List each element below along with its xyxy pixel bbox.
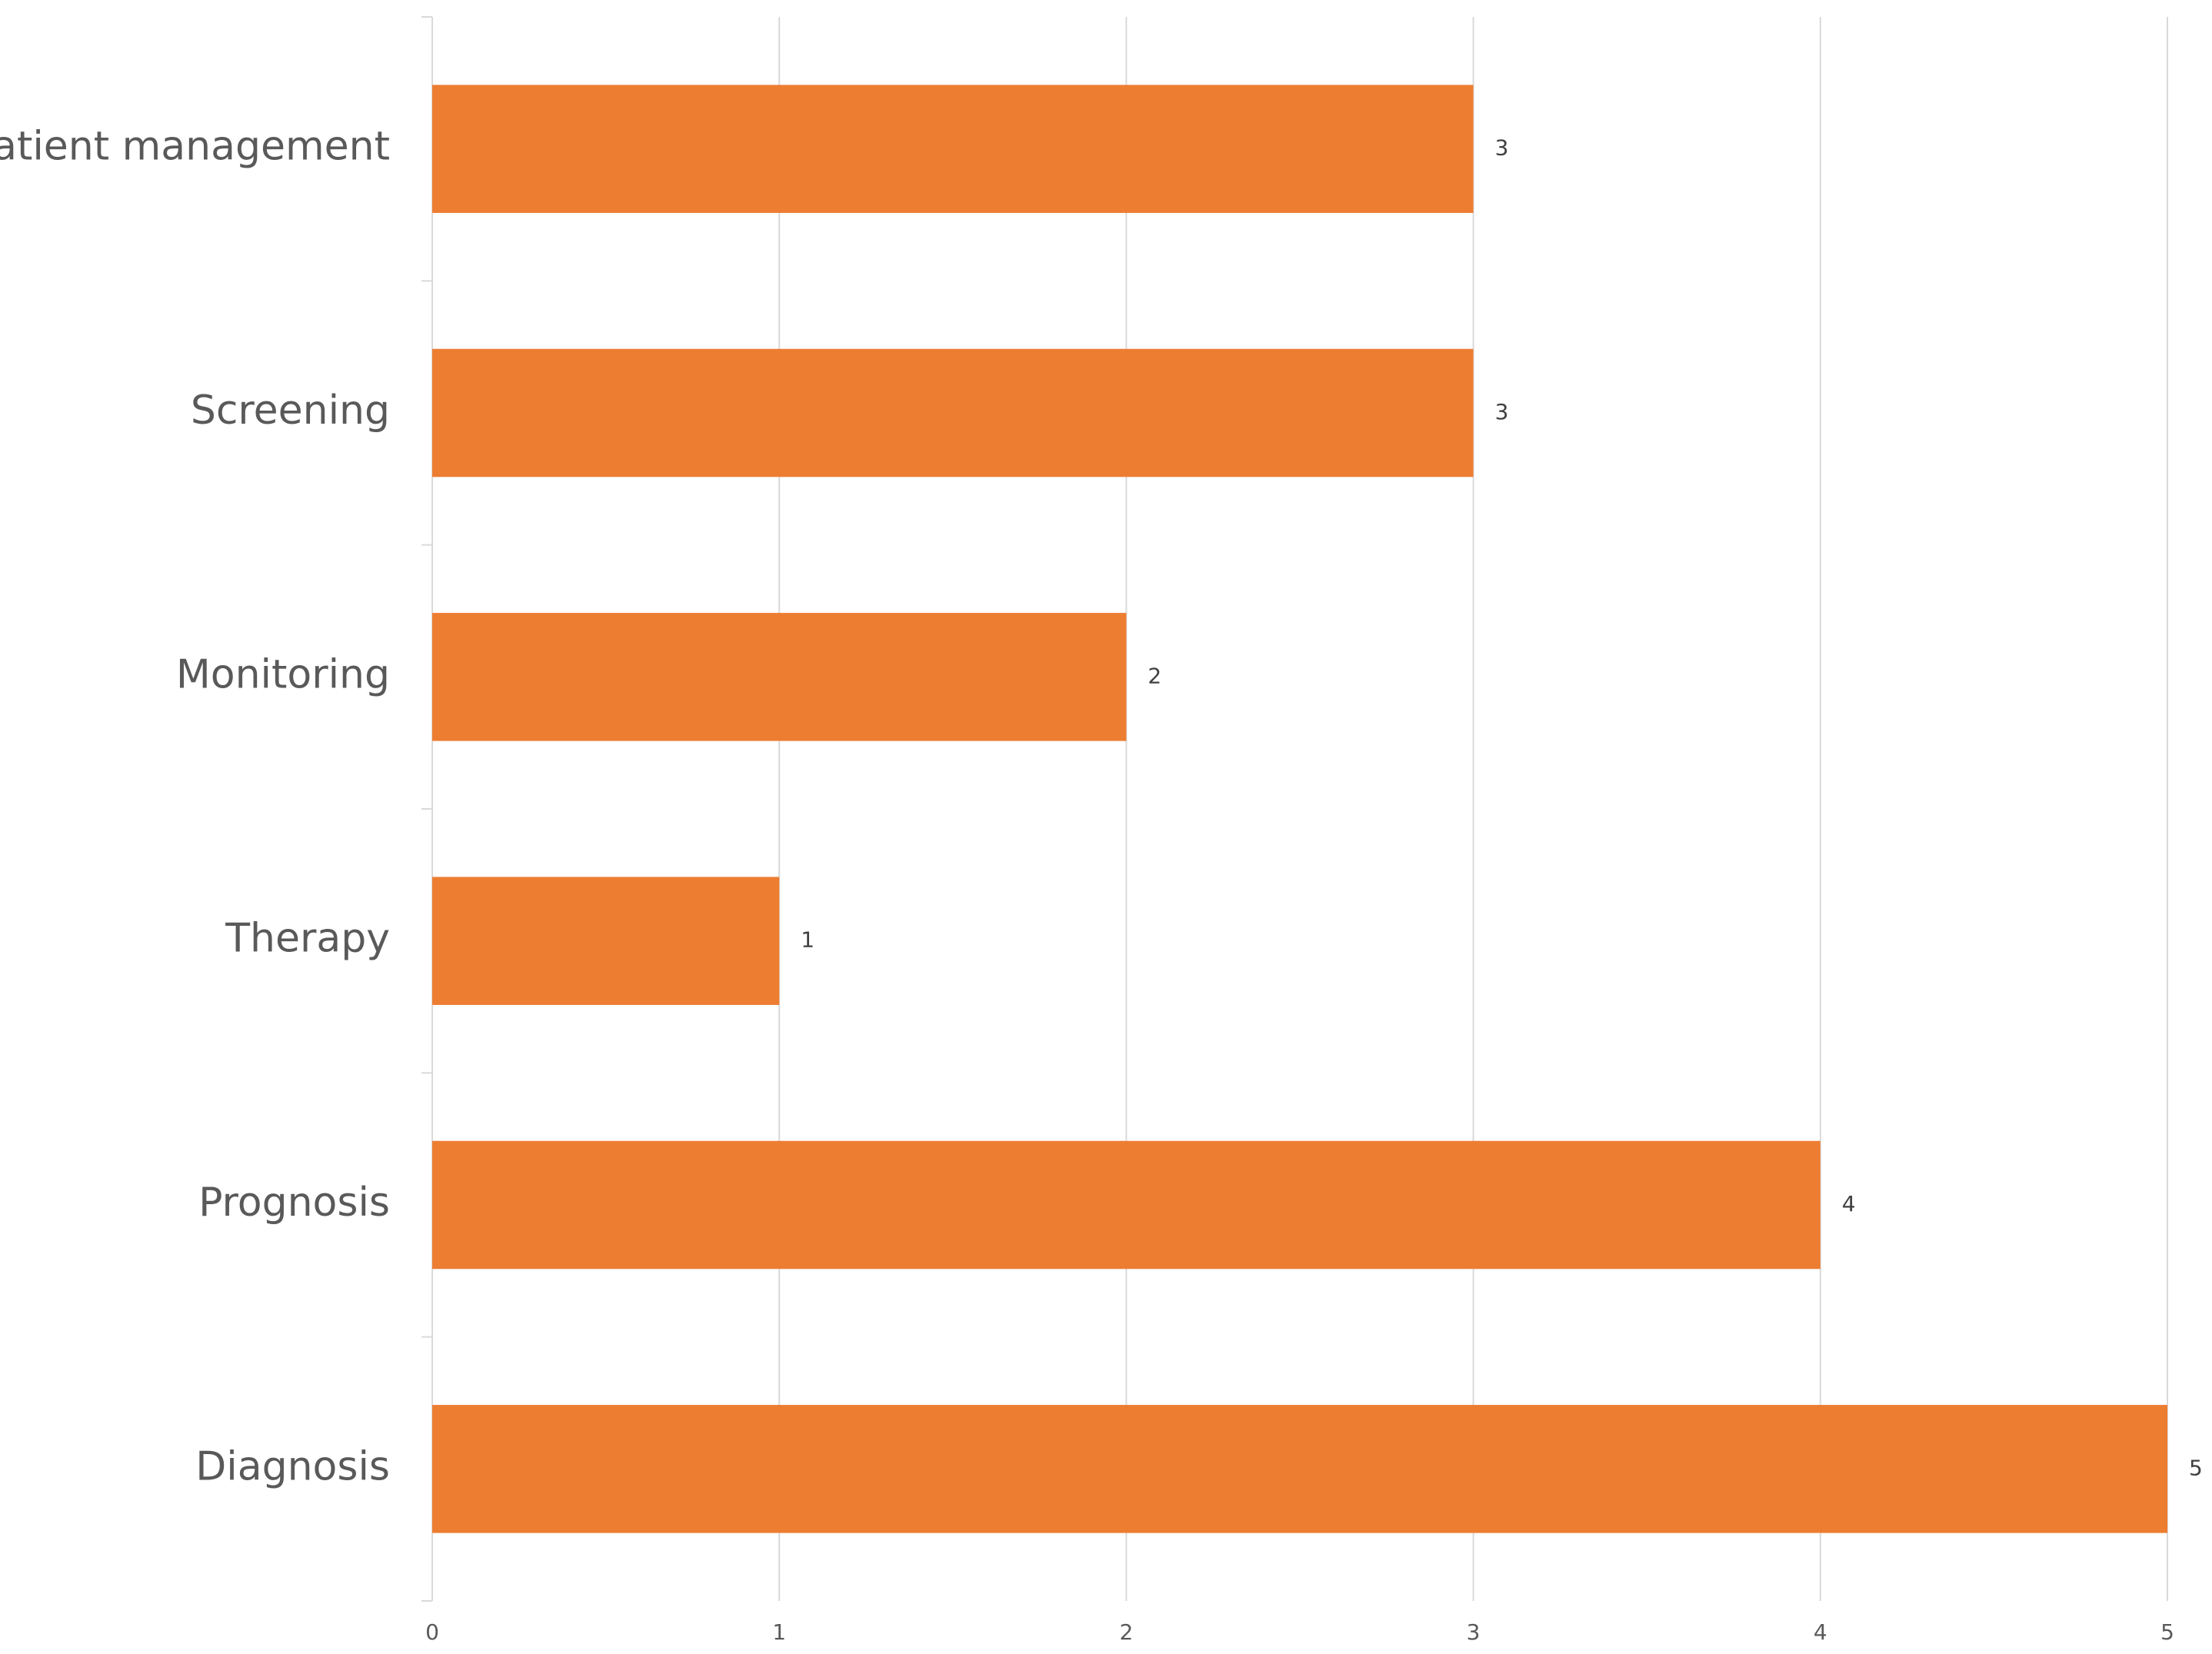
bar-screening [432, 348, 1474, 478]
x-tick-label: 4 [1814, 1619, 1827, 1645]
data-labels: 3 3 2 1 4 5 [801, 135, 2203, 1481]
category-label: Screening [191, 388, 390, 434]
bar-therapy [432, 877, 780, 1005]
x-tick-label: 3 [1467, 1619, 1481, 1645]
gridlines [431, 17, 2168, 1601]
x-tick-labels: 0 1 2 3 4 5 [425, 1619, 2174, 1645]
data-label: 3 [1495, 399, 1509, 424]
category-label: Diagnosis [195, 1443, 390, 1489]
category-label: Monitoring [176, 651, 390, 697]
data-label: 1 [801, 927, 815, 953]
data-label: 3 [1495, 135, 1509, 161]
category-label: Patient management [0, 124, 390, 170]
bar-prognosis [432, 1140, 1821, 1270]
x-tick-label: 1 [772, 1619, 786, 1645]
bars [432, 85, 2167, 1533]
category-label: Prognosis [198, 1180, 390, 1226]
data-label: 2 [1148, 663, 1161, 688]
bar-patient-management [432, 85, 1474, 213]
x-tick-label: 2 [1119, 1619, 1133, 1645]
value-axis [421, 16, 433, 1602]
x-tick-label: 0 [425, 1619, 439, 1645]
category-label: Therapy [225, 916, 390, 962]
x-tick-label: 5 [2160, 1619, 2174, 1645]
category-labels: Patient management Screening Monitoring The… [0, 124, 390, 1490]
bar-monitoring [432, 613, 1127, 741]
data-label: 5 [2189, 1455, 2203, 1480]
bar-diagnosis [432, 1405, 2167, 1533]
data-label: 4 [1842, 1191, 1856, 1216]
